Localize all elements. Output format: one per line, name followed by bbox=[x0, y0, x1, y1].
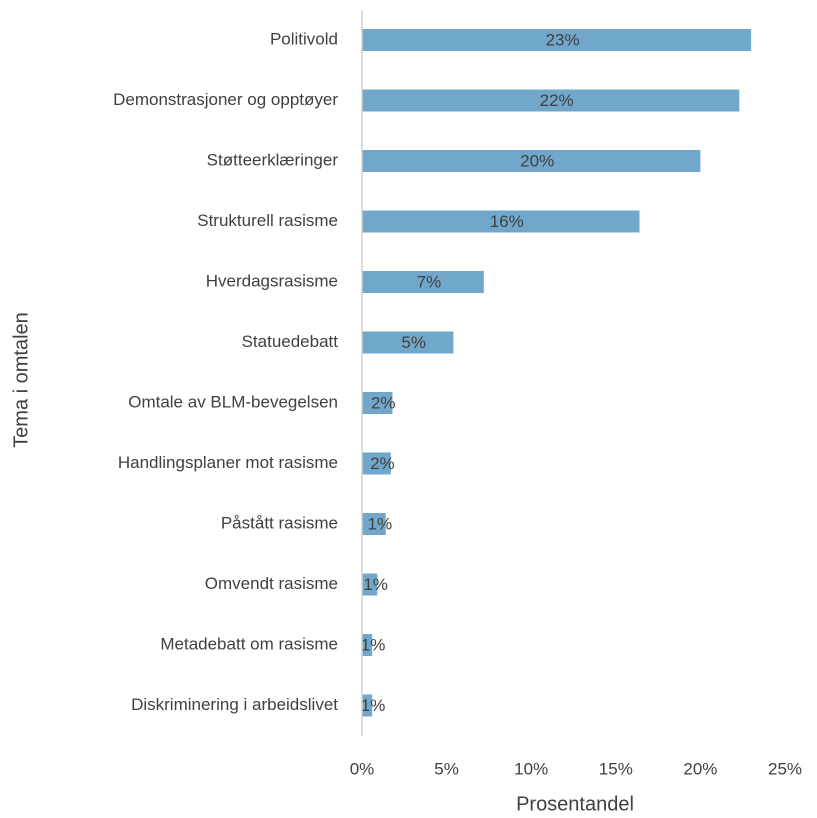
bar bbox=[362, 634, 373, 656]
y-tick-label: Hverdagsrasisme bbox=[206, 271, 338, 290]
bar bbox=[362, 331, 454, 354]
y-tick-label: Handlingsplaner mot rasisme bbox=[118, 453, 338, 472]
y-tick-label: Påstått rasisme bbox=[221, 513, 338, 532]
data-label: 1% bbox=[361, 635, 386, 654]
x-tick-label: 5% bbox=[434, 759, 459, 778]
y-tick-label: Diskriminering i arbeidslivet bbox=[131, 695, 338, 714]
y-tick-label: Statuedebatt bbox=[242, 332, 339, 351]
y-tick-label: Omtale av BLM-bevegelsen bbox=[128, 392, 338, 411]
x-tick-label: 10% bbox=[514, 759, 548, 778]
data-label: 23% bbox=[546, 30, 580, 49]
y-tick-label: Omvendt rasisme bbox=[205, 574, 338, 593]
data-label: 1% bbox=[361, 696, 386, 715]
bar bbox=[362, 392, 393, 414]
bar bbox=[362, 573, 378, 596]
y-axis-title: Tema i omtalen bbox=[10, 312, 32, 448]
data-label: 22% bbox=[540, 91, 574, 110]
data-label: 7% bbox=[417, 272, 442, 291]
y-tick-label: Strukturell rasisme bbox=[197, 211, 338, 230]
y-tick-label: Demonstrasjoner og opptøyer bbox=[113, 90, 338, 109]
data-label: 2% bbox=[370, 454, 395, 473]
data-label: 16% bbox=[490, 212, 524, 231]
bar bbox=[362, 29, 752, 51]
bar bbox=[362, 513, 386, 535]
bar bbox=[362, 271, 484, 293]
y-tick-label: Metadebatt om rasisme bbox=[160, 634, 338, 653]
bar bbox=[362, 694, 373, 717]
x-axis-title: Prosentandel bbox=[516, 793, 634, 815]
data-label: 2% bbox=[371, 393, 396, 412]
y-tick-label: Politivold bbox=[270, 29, 338, 48]
bar bbox=[362, 210, 640, 233]
data-label: 20% bbox=[520, 151, 554, 170]
data-label: 1% bbox=[363, 575, 388, 594]
x-tick-label: 25% bbox=[768, 759, 802, 778]
bar bbox=[362, 89, 740, 112]
x-tick-label: 15% bbox=[599, 759, 633, 778]
y-tick-label: Støtteerklæringer bbox=[207, 150, 339, 169]
x-tick-label: 20% bbox=[683, 759, 717, 778]
bar bbox=[362, 150, 701, 172]
bar bbox=[362, 452, 391, 475]
x-tick-label: 0% bbox=[350, 759, 375, 778]
data-label: 1% bbox=[368, 514, 393, 533]
data-label: 5% bbox=[401, 333, 426, 352]
